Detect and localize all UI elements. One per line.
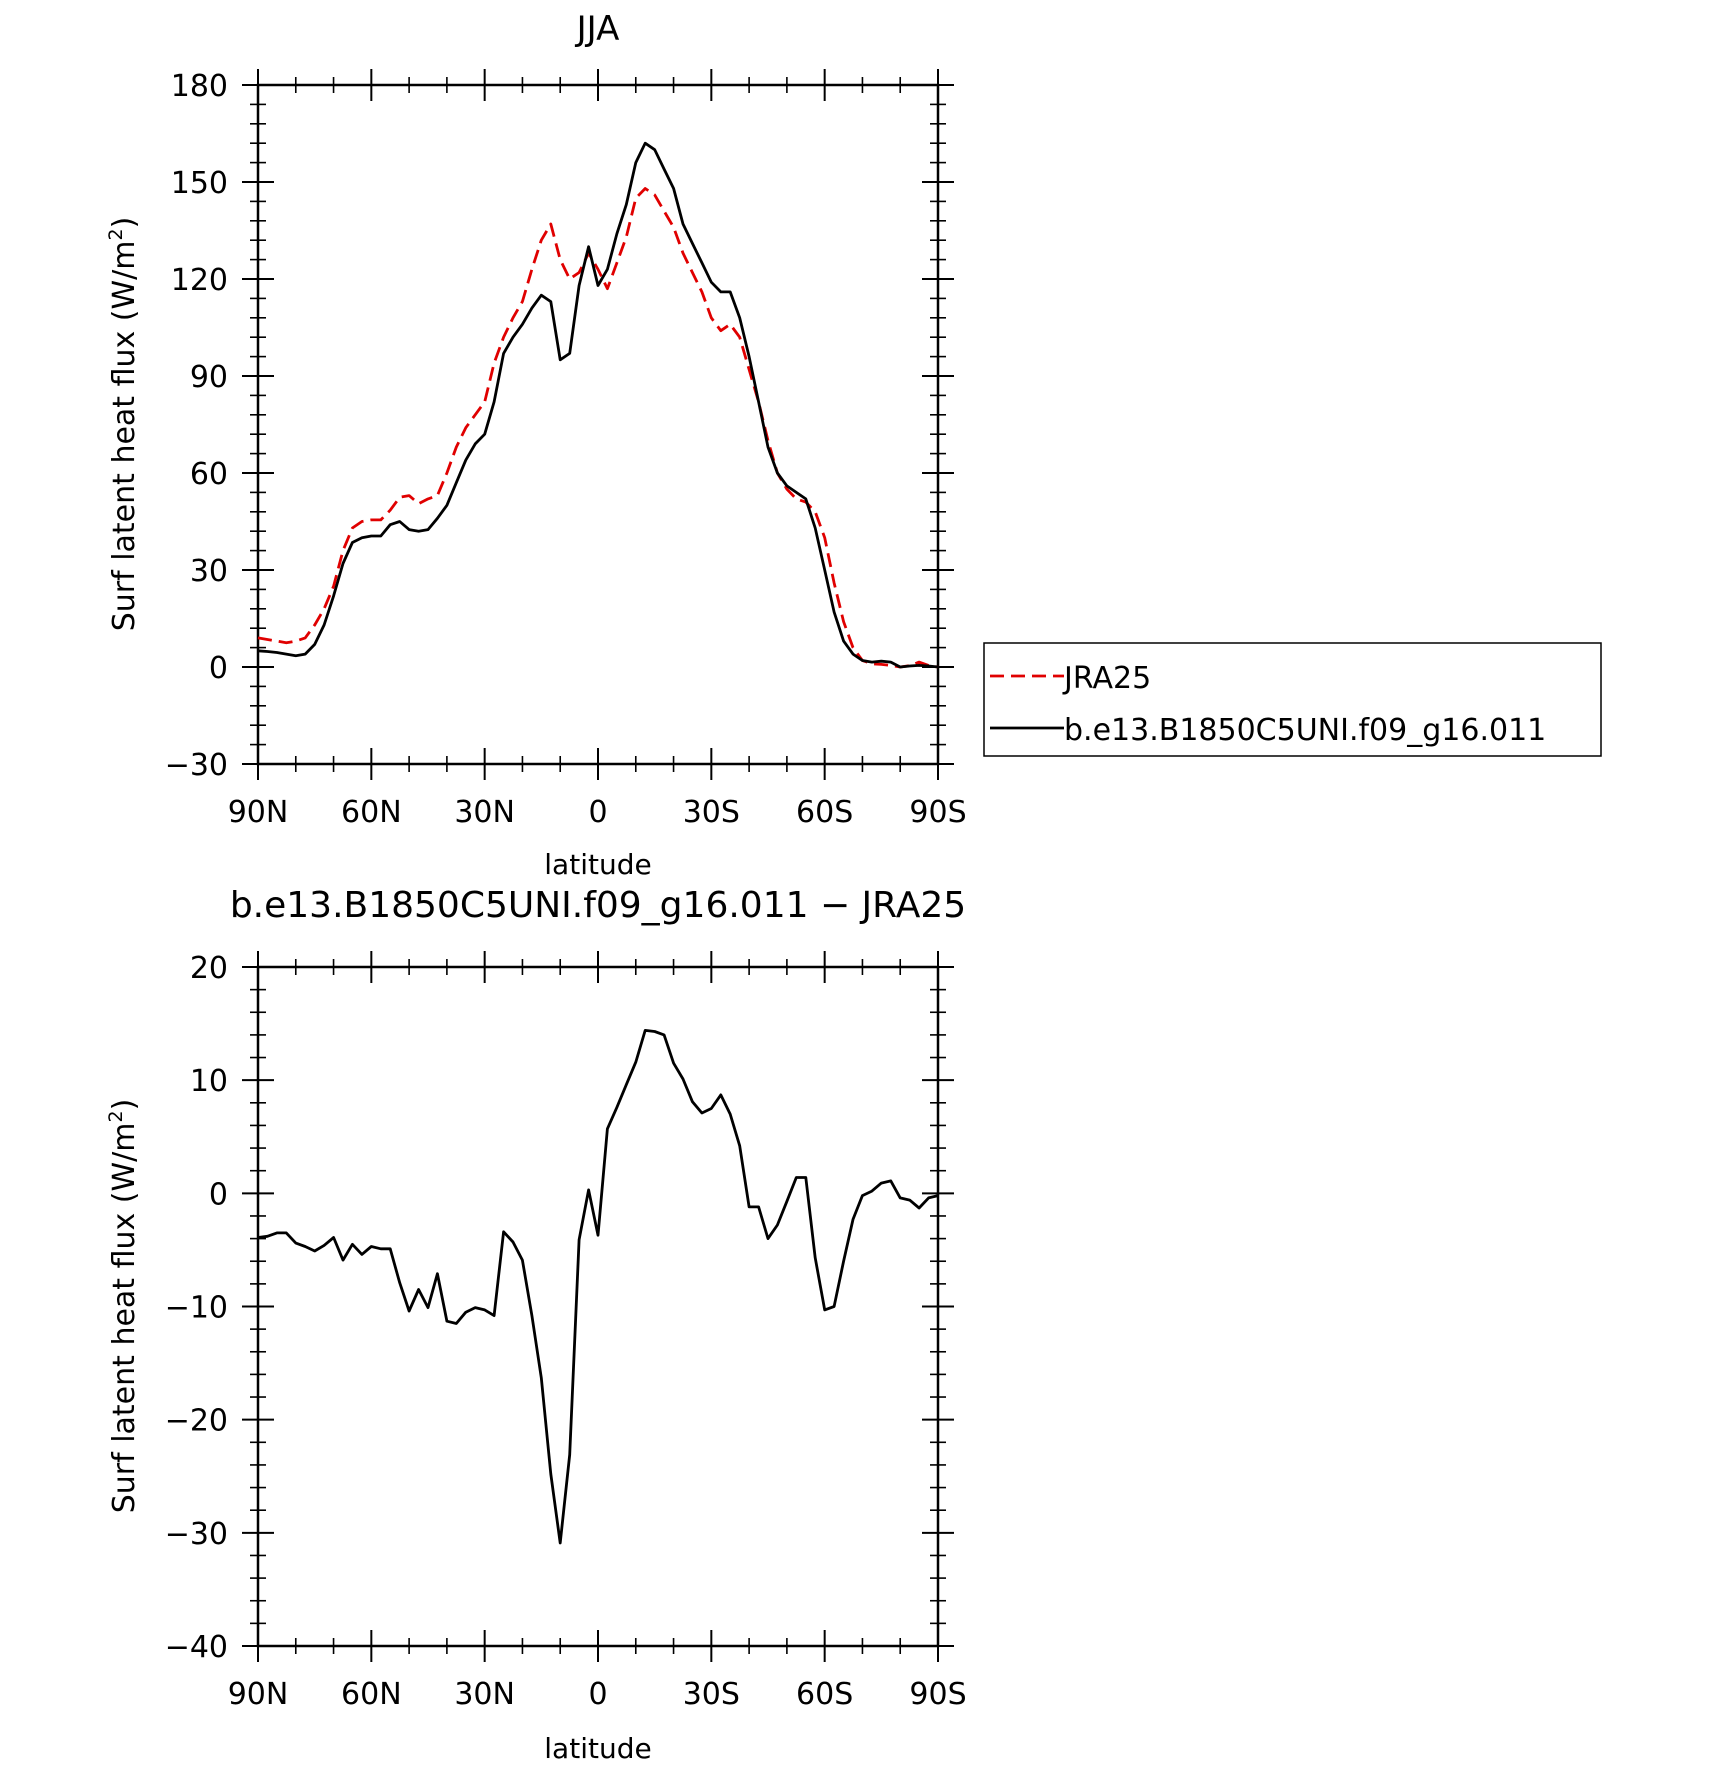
y-tick-label: 180	[171, 69, 228, 104]
y-tick-label: −30	[165, 1517, 228, 1552]
panel-top-ticks	[242, 69, 954, 780]
x-tick-label: 60S	[796, 1677, 853, 1712]
y-tick-label: 20	[190, 951, 228, 986]
x-tick-label: 30S	[683, 1677, 740, 1712]
panel-bottom-y-axis-label-main: Surf latent heat flux (W/m	[107, 1123, 142, 1514]
panel-top-y-axis-label: Surf latent heat flux (W/m2)	[105, 217, 142, 632]
y-tick-label: 90	[190, 360, 228, 395]
panel-top-series	[257, 141, 939, 669]
series-line-jra25	[257, 187, 939, 669]
panel-bottom-y-axis-label: Surf latent heat flux (W/m2)	[105, 1099, 142, 1514]
panel-top-y-axis-label-close: )	[107, 217, 142, 229]
panel-bottom-title: b.e13.B1850C5UNI.f09_g16.011 − JRA25	[230, 885, 966, 926]
y-tick-label: 0	[209, 651, 228, 686]
panel-bottom-series	[257, 1029, 939, 1545]
legend-label-jra25: JRA25	[1062, 661, 1151, 696]
panel-top-x-axis-label: latitude	[544, 848, 651, 881]
legend: JRA25 b.e13.B1850C5UNI.f09_g16.011	[983, 642, 1602, 757]
x-tick-label: 0	[588, 795, 607, 830]
y-tick-label: −40	[165, 1630, 228, 1665]
panel-top: JJA −30 0 30 60 90 120 150 180 90N 60N 30N 0 30S 60S…	[105, 9, 967, 881]
x-tick-label: 60S	[796, 795, 853, 830]
x-tick-label: 90S	[909, 795, 966, 830]
panel-bottom-y-tick-labels: −40 −30 −20 −10 0 10 20	[165, 951, 228, 1665]
panel-top-x-tick-labels: 90N 60N 30N 0 30S 60S 90S	[228, 795, 967, 830]
y-tick-label: 10	[190, 1064, 228, 1099]
panel-top-title: JJA	[575, 9, 620, 49]
y-tick-label: −10	[165, 1291, 228, 1326]
series-line-difference	[257, 1029, 939, 1545]
x-tick-label: 30N	[454, 1677, 515, 1712]
panel-bottom-frame	[256, 965, 940, 1648]
series-line-b-e13-b1850c5uni-f09-g16-011	[257, 141, 939, 669]
x-tick-label: 60N	[341, 795, 402, 830]
y-tick-label: −20	[165, 1404, 228, 1439]
panel-bottom-x-tick-labels: 90N 60N 30N 0 30S 60S 90S	[228, 1677, 967, 1712]
panel-bottom-x-axis-label: latitude	[544, 1732, 651, 1765]
panel-bottom-y-axis-label-sup: 2	[105, 1110, 127, 1122]
x-tick-label: 0	[588, 1677, 607, 1712]
panel-top-frame	[256, 83, 940, 766]
y-tick-label: 0	[209, 1177, 228, 1212]
panel-top-y-tick-labels: −30 0 30 60 90 120 150 180	[165, 69, 228, 783]
x-tick-label: 90S	[909, 1677, 966, 1712]
panel-top-y-axis-label-sup: 2	[105, 228, 127, 240]
x-tick-label: 30N	[454, 795, 515, 830]
y-tick-label: 60	[190, 457, 228, 492]
y-tick-label: 30	[190, 554, 228, 589]
x-tick-label: 90N	[228, 1677, 289, 1712]
y-tick-label: −30	[165, 748, 228, 783]
panel-top-y-axis-label-main: Surf latent heat flux (W/m	[107, 241, 142, 632]
legend-frame	[983, 642, 1602, 757]
x-tick-label: 30S	[683, 795, 740, 830]
legend-label-model: b.e13.B1850C5UNI.f09_g16.011	[1064, 713, 1546, 748]
x-tick-label: 60N	[341, 1677, 402, 1712]
y-tick-label: 120	[171, 263, 228, 298]
panel-bottom-y-axis-label-close: )	[107, 1099, 142, 1111]
y-tick-label: 150	[171, 166, 228, 201]
x-tick-label: 90N	[228, 795, 289, 830]
panel-bottom: b.e13.B1850C5UNI.f09_g16.011 − JRA25 −40…	[105, 885, 967, 1765]
panel-bottom-ticks	[242, 951, 954, 1662]
